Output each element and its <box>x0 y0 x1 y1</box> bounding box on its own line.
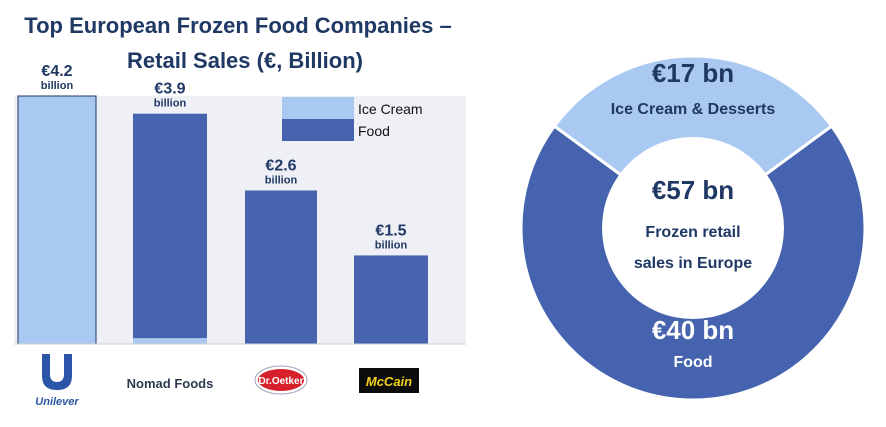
dr-oetker-logo: Dr.Oetker <box>254 365 308 395</box>
bar-value-label: €2.6 <box>265 157 296 174</box>
legend: Ice Cream Food <box>282 97 423 141</box>
donut-segment-food-value: €40 bn <box>652 315 734 345</box>
nomad-foods-label: Nomad Foods <box>127 376 214 391</box>
bar-4-food <box>354 255 428 344</box>
donut-segment-ice-cream-label: Ice Cream & Desserts <box>611 101 776 118</box>
unilever-logo: Unilever <box>35 354 79 408</box>
chart-title-line1: Top European Frozen Food Companies – <box>24 13 451 38</box>
donut-segment-food-label: Food <box>673 354 712 371</box>
bar-2-food <box>133 113 207 339</box>
bar-2-ice-cream <box>133 338 207 344</box>
donut-segment-ice-cream-value: €17 bn <box>652 58 734 88</box>
dr-oetker-wordmark: Dr.Oetker <box>258 376 303 387</box>
unilever-wordmark: Unilever <box>35 396 79 408</box>
bar-unit-label: billion <box>41 80 74 92</box>
bar-3-food <box>245 190 317 344</box>
bar-1-ice-cream <box>17 95 97 345</box>
mccain-wordmark: McCain <box>366 374 412 389</box>
bar-value-label: €4.2 <box>41 63 72 80</box>
legend-swatch-food <box>282 119 354 141</box>
donut-center-line1: Frozen retail <box>645 224 740 241</box>
legend-label-food: Food <box>358 123 390 139</box>
legend-swatch-ice-cream <box>282 97 354 119</box>
donut-center-value: €57 bn <box>652 175 734 205</box>
bar-value-label: €1.5 <box>375 222 406 239</box>
bar-unit-label: billion <box>265 174 298 186</box>
legend-label-ice-cream: Ice Cream <box>358 101 423 117</box>
donut-hole <box>602 137 784 319</box>
bar-value-label: €3.9 <box>154 81 185 98</box>
mccain-logo: McCain <box>359 368 419 393</box>
bars-group <box>17 95 428 345</box>
bar-unit-label: billion <box>154 98 187 110</box>
donut-center-line2: sales in Europe <box>634 255 752 272</box>
chart-title-line2: Retail Sales (€, Billion) <box>127 48 363 73</box>
bar-unit-label: billion <box>375 239 408 251</box>
